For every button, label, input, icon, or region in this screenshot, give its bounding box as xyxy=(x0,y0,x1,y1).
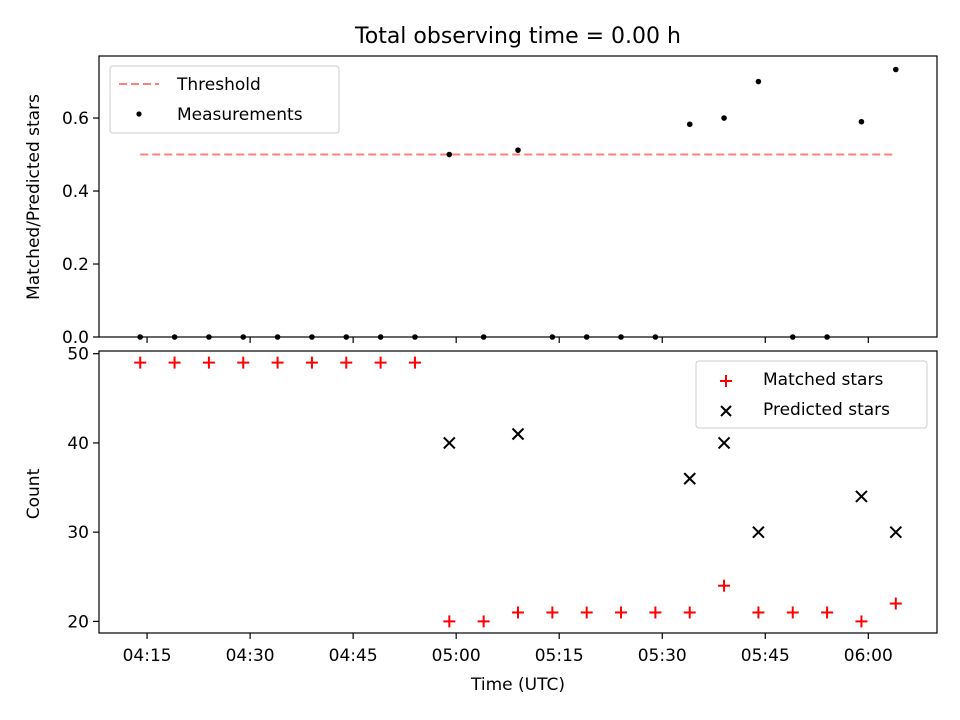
top-y-tick-label: 0.4 xyxy=(62,182,89,202)
matched-stars-point xyxy=(408,356,421,369)
top-axes: 0.0 0.2 0.4 0.6 xyxy=(62,55,938,348)
measurement-point xyxy=(892,66,899,73)
legend-measurements-swatch xyxy=(136,111,142,117)
matched-stars-point xyxy=(546,606,559,619)
predicted-stars-point xyxy=(752,525,765,539)
predicted-stars-point xyxy=(889,525,902,539)
chart-title: Total observing time = 0.00 h xyxy=(354,24,681,49)
measurement-point xyxy=(858,118,865,125)
legend-predicted-label: Predicted stars xyxy=(763,400,890,420)
matched-stars-point xyxy=(134,356,147,369)
x-tick-label: 05:15 xyxy=(535,646,584,666)
matched-stars-point xyxy=(374,356,387,369)
bottom-data-marks xyxy=(134,356,902,628)
legend-matched-swatch xyxy=(720,375,732,387)
measurement-point xyxy=(721,115,727,121)
matched-stars-point xyxy=(889,597,902,610)
measurement-point xyxy=(515,147,521,153)
top-panel: 0.0 0.2 0.4 0.6 Matched/Predicted stars Thr… xyxy=(24,55,938,348)
measurement-point xyxy=(446,151,453,158)
x-tick-label: 04:15 xyxy=(123,646,172,666)
x-axis-label: Time (UTC) xyxy=(470,675,565,695)
legend-measurements-label: Measurements xyxy=(177,105,303,125)
bottom-plot-frame xyxy=(98,350,938,634)
matched-stars-point xyxy=(512,606,524,619)
predicted-stars-point xyxy=(717,436,731,450)
matched-stars-point xyxy=(237,356,250,369)
bottom-y-tick-label: 40 xyxy=(67,434,89,454)
legend-predicted-swatch xyxy=(720,405,732,417)
x-tick-label: 04:45 xyxy=(329,646,378,666)
matched-stars-point xyxy=(271,356,284,369)
bottom-y-tick-label: 30 xyxy=(67,523,89,543)
measurement-point xyxy=(686,121,693,128)
bottom-y-tick-label: 20 xyxy=(67,612,89,632)
top-legend: Threshold Measurements xyxy=(109,65,340,134)
top-y-axis-label: Matched/Predicted stars xyxy=(24,94,44,300)
legend-matched-label: Matched stars xyxy=(763,370,883,390)
bottom-y-axis-label: Count xyxy=(24,468,44,519)
top-legend-frame xyxy=(109,65,340,134)
measurement-point xyxy=(755,78,762,85)
matched-stars-point xyxy=(477,615,490,628)
matched-stars-point xyxy=(580,606,593,619)
matched-stars-point xyxy=(649,606,662,619)
predicted-stars-point xyxy=(683,472,696,485)
matched-stars-point xyxy=(340,356,353,369)
x-tick-label: 05:45 xyxy=(741,646,790,666)
matched-stars-point xyxy=(683,606,696,619)
top-y-tick-label: 0.2 xyxy=(62,255,89,275)
x-tick-label: 06:00 xyxy=(844,646,893,666)
matched-stars-point xyxy=(443,615,456,628)
x-tick-label: 05:00 xyxy=(432,646,481,666)
matched-stars-point xyxy=(305,356,318,369)
top-y-tick-label: 0.0 xyxy=(62,328,89,348)
matched-stars-point xyxy=(821,606,834,619)
bottom-legend: Matched stars Predicted stars xyxy=(695,360,928,429)
matched-stars-point xyxy=(855,615,868,628)
bottom-axes: 20 30 40 50 04:15 04:30 04:45 05:00 05:15 05:30 05… xyxy=(67,345,938,666)
matched-stars-point xyxy=(615,606,628,619)
legend-threshold-label: Threshold xyxy=(176,75,261,95)
predicted-stars-point xyxy=(855,490,868,503)
matched-stars-point xyxy=(202,356,215,369)
x-tick-label: 04:30 xyxy=(226,646,275,666)
top-y-tick-label: 0.6 xyxy=(62,109,89,129)
predicted-stars-point xyxy=(511,427,525,441)
predicted-stars-point xyxy=(443,436,456,450)
bottom-panel: 20 30 40 50 04:15 04:30 04:45 05:00 05:15 05:30 05… xyxy=(24,345,938,695)
top-plot-frame xyxy=(98,55,938,338)
bottom-y-tick-label: 50 xyxy=(67,345,89,365)
matched-stars-point xyxy=(752,606,765,619)
matched-stars-point xyxy=(168,356,181,369)
x-tick-label: 05:30 xyxy=(638,646,687,666)
matched-stars-point xyxy=(786,606,799,619)
matched-stars-point xyxy=(718,579,731,592)
bottom-legend-frame xyxy=(695,360,928,429)
